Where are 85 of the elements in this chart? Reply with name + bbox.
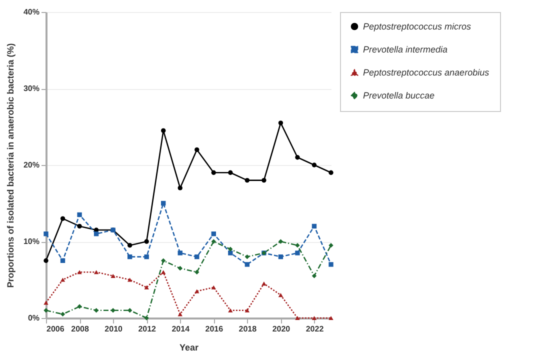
- point: [60, 278, 66, 282]
- point: [228, 246, 233, 252]
- legend-label: Prevotella intermedia: [363, 44, 448, 54]
- point: [110, 308, 116, 313]
- point: [161, 270, 166, 274]
- point: [94, 232, 99, 236]
- point: [262, 282, 266, 286]
- point: [110, 274, 116, 278]
- point: [211, 170, 216, 175]
- point: [312, 162, 317, 168]
- legend-label: Peptostreptococcus micros: [363, 22, 472, 32]
- point: [211, 232, 216, 236]
- point: [244, 178, 250, 183]
- point: [278, 293, 284, 298]
- x-tick-label: 2016: [205, 324, 224, 334]
- x-tick-label: 2018: [238, 324, 258, 334]
- y-tick-label: 20%: [23, 160, 40, 170]
- point: [77, 212, 82, 218]
- x-tick-label: 2020: [272, 324, 291, 334]
- point: [161, 258, 166, 263]
- legend-label: Peptostreptococcus anaerobius: [363, 68, 490, 78]
- point: [60, 216, 66, 221]
- point: [77, 224, 82, 229]
- x-tick-label: 2022: [306, 324, 324, 334]
- point: [144, 285, 149, 290]
- point: [144, 316, 149, 320]
- point: [228, 308, 233, 312]
- point: [161, 128, 166, 133]
- point: [278, 254, 284, 260]
- point: [312, 274, 317, 278]
- point: [94, 270, 99, 274]
- point: [60, 312, 66, 317]
- point: [295, 316, 300, 320]
- point: [278, 120, 284, 126]
- x-tick-label: 2008: [71, 324, 90, 334]
- point: [295, 242, 300, 248]
- point: [44, 258, 48, 263]
- point: [194, 147, 200, 152]
- point: [127, 278, 132, 282]
- point: [194, 289, 200, 294]
- point: [211, 285, 216, 290]
- point: [144, 254, 149, 260]
- y-tick-label: 40%: [23, 8, 40, 16]
- point: [161, 200, 166, 206]
- point: [295, 250, 300, 256]
- point: [328, 262, 334, 267]
- point: [278, 239, 284, 244]
- point: [228, 250, 233, 256]
- point: [144, 239, 149, 244]
- point: [127, 308, 132, 313]
- point: [178, 266, 182, 271]
- point: [328, 170, 334, 175]
- point: [228, 170, 233, 175]
- point: [44, 308, 48, 313]
- x-tick-label: 2006: [46, 324, 65, 334]
- point: [312, 316, 317, 320]
- x-axis-title: Year: [179, 342, 199, 352]
- point: [60, 258, 66, 263]
- point: [194, 254, 200, 260]
- point: [244, 254, 250, 260]
- y-tick-label: 10%: [23, 237, 40, 246]
- x-tick-label: 2014: [172, 324, 190, 334]
- y-axis-title: Proportions of isolated bacteria in anaerobic bacteria (%): [5, 43, 16, 288]
- legend-label: Prevotella buccae: [363, 90, 435, 100]
- point: [178, 250, 182, 256]
- point: [77, 304, 82, 309]
- point: [312, 224, 317, 229]
- point: [295, 155, 300, 160]
- y-tick-label: 30%: [23, 84, 40, 93]
- point: [211, 239, 216, 244]
- x-tick-label: 2010: [104, 324, 124, 334]
- point: [328, 316, 334, 320]
- x-tick-label: 2012: [138, 324, 157, 334]
- y-tick-label: 0%: [28, 314, 40, 322]
- point: [328, 242, 334, 248]
- point: [262, 178, 266, 183]
- point: [44, 232, 48, 236]
- point: [127, 242, 132, 248]
- point: [94, 308, 99, 313]
- point: [194, 270, 200, 274]
- point: [178, 186, 182, 190]
- point: [244, 262, 250, 267]
- point: [77, 270, 82, 274]
- point: [127, 254, 132, 260]
- point: [244, 308, 250, 312]
